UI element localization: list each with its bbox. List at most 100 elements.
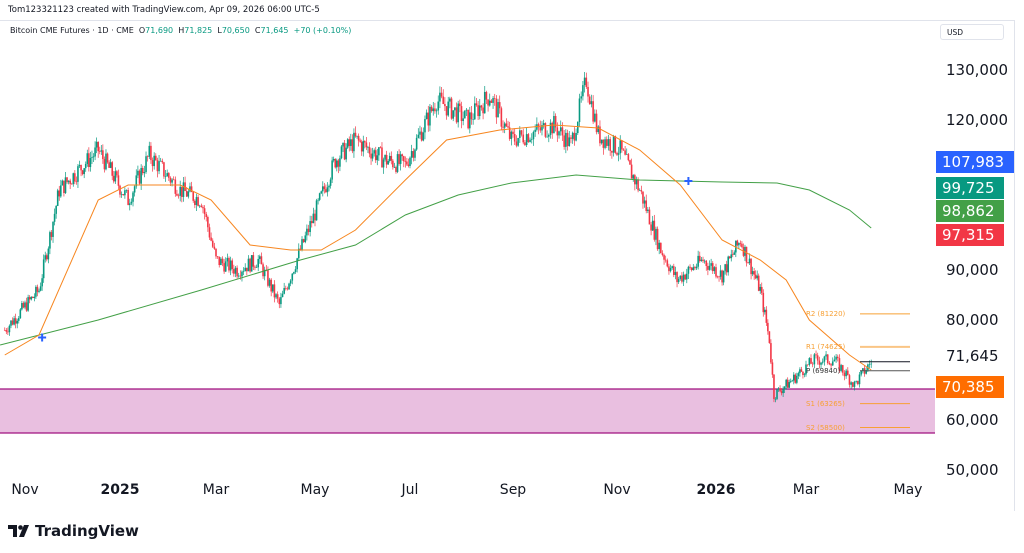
candle-body [630,164,633,179]
candle-body [823,356,826,362]
candle-body [382,159,385,168]
candle-body [392,160,394,168]
pivot-label: R1 (74625) [806,342,846,351]
candle-body [497,102,499,118]
support-zone [0,389,935,433]
candle-body [291,273,294,281]
candle-body [239,275,242,277]
candle-body [38,290,40,292]
open-label: O [138,26,146,35]
candle-body [373,150,375,154]
candle-body [27,297,29,311]
candle-body [105,153,107,170]
candle-body [459,103,461,107]
candle-body [519,130,521,138]
candle-body [171,179,173,183]
candle-body [174,179,177,194]
candle-body [698,255,701,262]
candle-body [138,170,141,184]
candle-body [485,91,488,100]
candle-body [780,391,783,394]
candle-body [541,125,543,131]
candle-body [760,287,763,293]
candle-body [354,132,357,137]
candle-body [848,375,851,385]
candle-body [345,147,347,160]
candle-body [55,205,57,214]
candle-body [643,200,646,204]
currency-selector[interactable]: USD [940,24,1004,40]
pivot-label: R2 (81220) [806,309,846,318]
candle-body [687,266,690,274]
candle-body [722,270,725,283]
x-axis-tick-label: 2025 [100,482,140,498]
tradingview-logo[interactable]: TradingView [8,522,139,540]
candle-body [430,106,433,112]
candle-body [58,190,61,197]
candle-body [318,193,321,200]
candle-body [331,160,333,180]
candle-body [218,256,221,266]
candle-body [527,134,530,143]
candle-body [31,296,34,299]
candle-body [3,330,6,331]
candle-body [653,220,656,240]
candle-body [515,141,518,146]
candle-body [255,267,258,268]
candle-body [651,220,654,231]
candle-body [207,216,209,228]
y-axis-tick-label: 50,000 [946,461,999,479]
candle-body [455,107,458,123]
candle-body [273,284,276,298]
candle-body [437,101,440,111]
candle-body [736,240,739,246]
candle-body [808,358,811,365]
candle-body [450,98,453,119]
candle-body [72,173,75,185]
candle-body [220,258,222,266]
candle-body [364,141,366,143]
change-value: +70 (+0.10%) [293,26,352,35]
low-label: L [217,26,222,35]
candle-body [310,221,313,224]
candle-body [512,131,514,135]
candle-body [268,279,271,286]
candle-body [508,127,511,139]
candle-body [542,123,545,126]
candle-body [223,263,225,272]
candle-body [177,195,180,197]
candle-body [655,228,657,240]
candle-body [211,240,214,247]
candle-body [522,134,525,143]
candle-body [862,368,864,371]
candle-body [792,374,795,381]
candle-body [532,131,535,140]
candle-body [401,154,404,157]
candle-body [707,265,709,270]
candle-body [399,154,402,164]
candle-body [13,318,15,325]
candle-body [853,381,856,387]
candle-body [558,131,560,136]
candle-body [563,135,565,147]
candle-body [850,382,852,385]
candle-body [502,126,504,128]
candle-body [146,156,149,157]
candle-body [487,99,489,106]
candle-body [549,122,552,135]
candle-body [660,242,662,254]
candle-body [74,173,76,182]
candle-body [559,127,562,132]
candle-body [396,154,399,172]
candle-body [517,137,519,146]
candle-body [635,179,638,185]
candle-body [480,105,483,108]
candle-body [771,362,774,375]
candle-body [467,109,469,129]
candle-body [98,151,101,152]
candle-body [744,246,746,256]
candle-body [145,156,147,172]
candle-body [756,275,758,279]
candle-body [262,264,264,277]
